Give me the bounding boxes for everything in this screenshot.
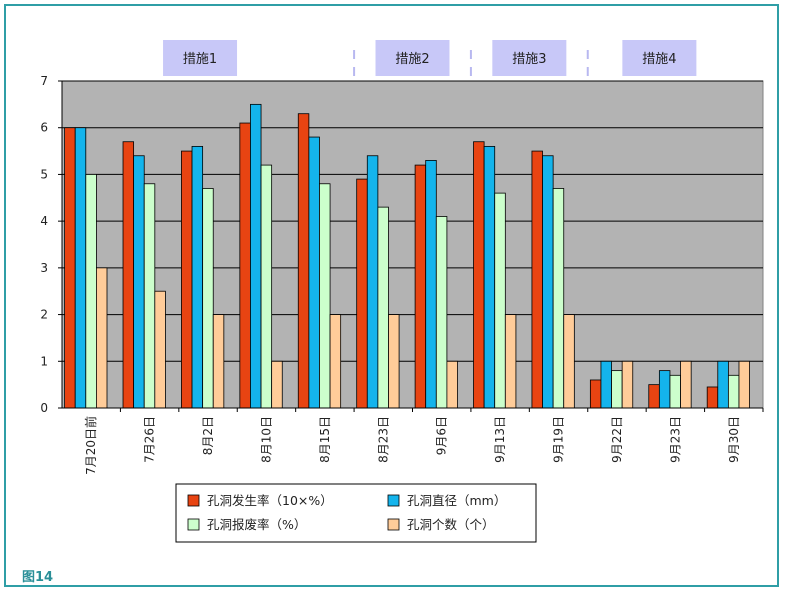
x-tick-label: 9月23日 xyxy=(668,416,682,463)
legend-label: 孔洞发生率（10×%） xyxy=(207,493,333,508)
bar xyxy=(260,164,273,409)
bar xyxy=(308,136,320,409)
bar xyxy=(414,164,427,409)
plot-background xyxy=(61,80,764,409)
bar xyxy=(212,314,225,409)
bar xyxy=(202,188,214,409)
bar xyxy=(366,155,379,409)
bar xyxy=(589,379,602,409)
bar xyxy=(356,178,368,409)
bar xyxy=(531,150,543,409)
measure-annotations: 措施1 措施2 措施3 措施4 xyxy=(163,40,697,408)
y-tick-label: 5 xyxy=(40,167,48,181)
bar xyxy=(96,267,108,409)
bar xyxy=(319,183,331,409)
legend-swatch xyxy=(387,494,400,507)
legend-swatch xyxy=(187,494,200,507)
x-tick-label: 7月20日前 xyxy=(83,416,98,475)
x-tick-label: 9月13日 xyxy=(493,416,507,463)
y-tick-label: 4 xyxy=(40,214,48,228)
legend-label: 孔洞个数（个） xyxy=(407,517,495,532)
x-tick-label: 8月23日 xyxy=(376,416,390,463)
x-tick-label: 7月26日 xyxy=(143,416,157,463)
bar xyxy=(680,360,692,409)
y-tick-label: 3 xyxy=(40,261,48,275)
bar xyxy=(727,374,740,409)
legend-swatch xyxy=(187,518,200,531)
bar xyxy=(239,122,251,409)
bar xyxy=(425,160,437,409)
bar xyxy=(191,145,204,409)
bar xyxy=(297,113,310,409)
bar xyxy=(133,155,145,409)
bar xyxy=(446,360,458,409)
legend-swatch xyxy=(387,518,400,531)
bar xyxy=(738,360,750,409)
bar xyxy=(600,360,612,409)
bar xyxy=(122,141,135,409)
bar xyxy=(329,314,342,409)
bar xyxy=(706,386,719,409)
bar xyxy=(85,174,97,409)
bar xyxy=(542,155,554,409)
legend: 孔洞发生率（10×%） 孔洞直径（mm） 孔洞报废率（%） 孔洞个数（个） xyxy=(175,483,537,543)
bar xyxy=(483,145,496,409)
measure-box xyxy=(492,40,567,76)
x-tick-label: 8月15日 xyxy=(318,416,332,463)
bar xyxy=(388,314,400,409)
x-tick-label: 9月30日 xyxy=(727,416,741,463)
x-tick-label: 8月2日 xyxy=(201,416,215,455)
bar xyxy=(669,374,681,409)
bar xyxy=(621,360,634,409)
bar xyxy=(435,216,448,409)
x-tick-label: 9月19日 xyxy=(552,416,566,463)
legend-label: 孔洞报废率（%） xyxy=(207,517,306,532)
bar xyxy=(377,206,389,409)
measure-label: 措施2 xyxy=(395,52,429,67)
bar xyxy=(74,127,87,409)
measure-box xyxy=(622,40,697,76)
y-tick-label: 2 xyxy=(40,308,48,322)
bar xyxy=(658,370,671,409)
y-tick-label: 1 xyxy=(40,354,48,368)
figure-label: 图14 xyxy=(22,570,54,585)
bar xyxy=(717,360,729,409)
measure-box xyxy=(375,40,450,76)
legend-box xyxy=(175,483,537,543)
y-tick-label: 6 xyxy=(40,121,48,135)
figure-frame: 措施1 措施2 措施3 措施4 0 1 2 3 4 5 6 7 7月20日前 7月26日 8月2日 8月10… xyxy=(4,4,779,587)
bar xyxy=(552,188,565,409)
legend-label: 孔洞直径（mm） xyxy=(407,493,506,508)
x-tick-label: 9月6日 xyxy=(435,416,449,455)
bar xyxy=(473,141,485,409)
bar xyxy=(64,127,76,409)
plot-area: 0 1 2 3 4 5 6 7 7月20日前 7月26日 8月2日 8月10日 8月15日 8月23日 9月… xyxy=(40,74,764,475)
y-tick-label: 7 xyxy=(40,74,48,88)
bar xyxy=(181,150,193,409)
x-tick-label: 9月22日 xyxy=(610,416,624,463)
measure-label: 措施1 xyxy=(183,52,217,67)
bar xyxy=(154,290,166,409)
measure-label: 措施3 xyxy=(512,52,546,67)
y-tick-label: 0 xyxy=(40,401,48,415)
bar xyxy=(563,314,575,409)
bar xyxy=(250,103,262,409)
bar xyxy=(504,314,517,409)
bar xyxy=(143,183,156,409)
bar xyxy=(611,370,623,409)
x-tick-label: 8月10日 xyxy=(259,416,273,463)
bar-chart: 措施1 措施2 措施3 措施4 0 1 2 3 4 5 6 7 7月20日前 7月26日 8月2日 8月10… xyxy=(40,40,764,543)
bar xyxy=(648,384,660,409)
measure-label: 措施4 xyxy=(642,52,676,67)
bar xyxy=(494,192,506,409)
measure-box xyxy=(163,40,238,76)
bar xyxy=(271,360,283,409)
